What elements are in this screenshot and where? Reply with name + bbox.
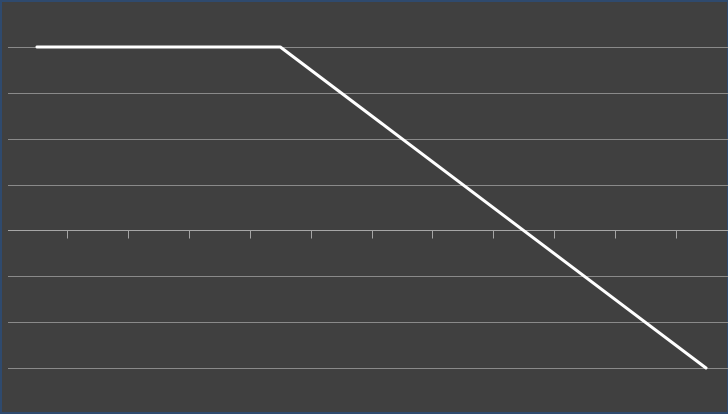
series-line-0	[35, 45, 708, 370]
x-axis-ticks	[67, 230, 677, 239]
series-layer	[35, 45, 708, 370]
